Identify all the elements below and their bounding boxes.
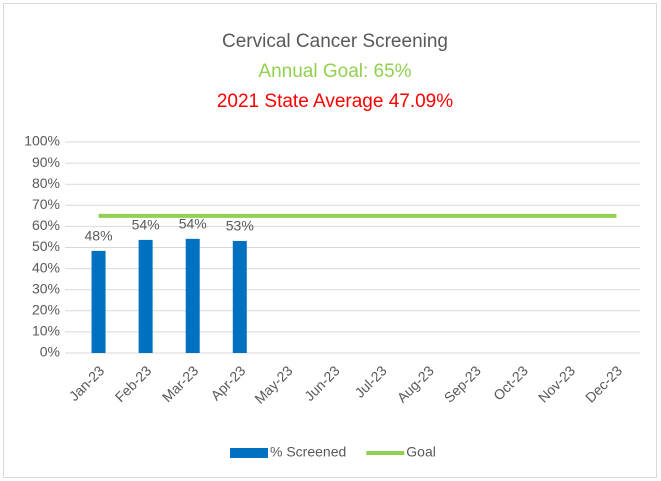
- y-tick-label: 10%: [32, 323, 60, 339]
- y-tick-label: 70%: [32, 196, 60, 212]
- y-tick-label: 20%: [32, 302, 60, 318]
- y-tick-label: 40%: [32, 259, 60, 275]
- y-tick-label: 0%: [40, 344, 60, 360]
- bar: [185, 238, 200, 353]
- y-tick-label: 30%: [32, 280, 60, 296]
- y-tick-label: 60%: [32, 217, 60, 233]
- legend-label: Goal: [406, 444, 436, 460]
- bar: [138, 239, 153, 353]
- chart-border: [3, 3, 657, 478]
- y-tick-label: 100%: [24, 133, 60, 149]
- data-label: 48%: [85, 228, 113, 244]
- data-label: 53%: [226, 218, 254, 234]
- data-label: 54%: [179, 216, 207, 232]
- legend-label: % Screened: [270, 444, 346, 460]
- chart-title: Cervical Cancer Screening: [222, 31, 448, 52]
- chart-annotation: 2021 State Average 47.09%: [217, 91, 453, 112]
- y-tick-label: 80%: [32, 175, 60, 191]
- y-tick-label: 90%: [32, 154, 60, 170]
- chart-subtitle: Annual Goal: 65%: [258, 61, 411, 82]
- legend-swatch: [230, 448, 268, 458]
- bar: [232, 240, 247, 353]
- data-label: 54%: [132, 217, 160, 233]
- y-tick-label: 50%: [32, 238, 60, 254]
- bar: [91, 250, 106, 353]
